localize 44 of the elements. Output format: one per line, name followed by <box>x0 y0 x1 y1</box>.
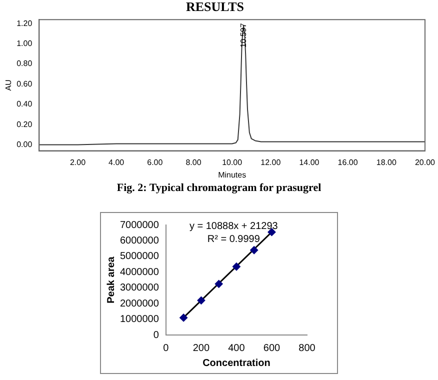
y-tick-label: 2000000 <box>120 298 160 310</box>
y-tick-label: 6000000 <box>120 235 160 246</box>
point <box>197 296 206 304</box>
y-tick-label: 1.00 <box>16 39 33 48</box>
chart-title: RESULTS <box>186 0 244 14</box>
x-tick-label: 4.00 <box>108 158 125 167</box>
y-tick-label: 0 <box>153 330 160 341</box>
x-tick-label: 10.00 <box>222 158 243 167</box>
y-tick-label: 4000000 <box>120 266 160 278</box>
x-tick-label: 400 <box>228 342 246 354</box>
x-tick-label: 6.00 <box>147 158 164 167</box>
point <box>180 314 188 322</box>
point <box>214 280 223 288</box>
x-axis-title: Minutes <box>218 170 246 180</box>
y-tick-label: 3000000 <box>120 282 160 294</box>
x-tick-label: 200 <box>192 342 210 354</box>
x-tick-label: 14.00 <box>299 158 320 167</box>
point <box>250 246 258 254</box>
x-tick-label: 18.00 <box>376 158 397 167</box>
x-tick-label: 8.00 <box>186 158 202 167</box>
x-tick-label: 20.00 <box>414 158 436 167</box>
annotation: R² = 0.9999 <box>207 234 260 245</box>
y-tick-label: 0.60 <box>16 79 33 88</box>
y-tick-label: 0.20 <box>16 120 33 129</box>
x-tick-label: 0 <box>163 342 170 354</box>
caption: Fig. 2: Typical chromatogram for prasugrel <box>116 182 322 194</box>
y-axis-title: AU <box>4 79 14 91</box>
y-tick-label: 0.00 <box>16 140 33 149</box>
annotation: 10.597 <box>238 22 248 48</box>
y-tick-label: 5000000 <box>120 251 160 262</box>
annotation: y = 10888x + 21293 <box>189 220 278 232</box>
x-tick-label: 12.00 <box>260 158 282 167</box>
y-tick-label: 1.20 <box>16 18 33 28</box>
y-tick-label: 0.40 <box>16 100 33 109</box>
x-tick-label: 2.00 <box>70 158 86 167</box>
x-tick-label: 600 <box>263 342 281 354</box>
y-tick-label: 7000000 <box>120 220 160 231</box>
x-tick-label: 16.00 <box>338 158 358 167</box>
x-tick-label: 800 <box>298 342 316 354</box>
x-axis-title: Concentration <box>202 358 270 369</box>
y-tick-label: 1000000 <box>120 314 160 326</box>
y-axis-title: Peak area <box>106 256 117 304</box>
point <box>232 262 240 271</box>
y-tick-label: 0.80 <box>16 59 33 68</box>
